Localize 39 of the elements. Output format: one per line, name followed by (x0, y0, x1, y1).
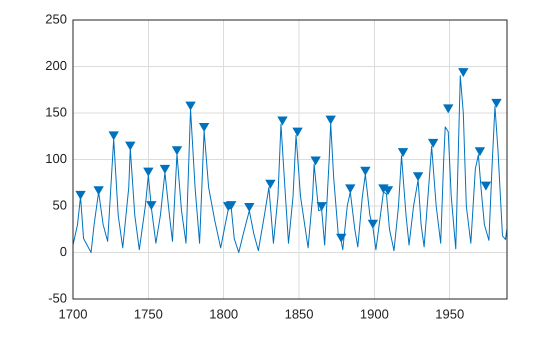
point (481, 182, 491, 190)
x-tick-label: 1750 (134, 306, 163, 322)
point (199, 123, 209, 132)
x-tick-label: 1950 (435, 306, 464, 322)
point (475, 147, 485, 156)
point (278, 116, 288, 126)
y-tick-label: 250 (45, 12, 67, 27)
point (413, 172, 423, 181)
y-tick-label: 50 (52, 198, 67, 213)
x-tick-label: 1850 (284, 306, 314, 322)
y-tick-label: 100 (45, 151, 67, 166)
point (326, 116, 336, 124)
point (360, 166, 370, 176)
x-tick-label: 1700 (58, 306, 88, 322)
y-tick-label: -50 (48, 290, 67, 306)
point (458, 68, 468, 77)
point (316, 202, 326, 211)
point (398, 148, 408, 157)
point (125, 142, 136, 150)
point (428, 138, 438, 148)
point (226, 201, 236, 210)
y-tick-label: 0 (60, 244, 67, 260)
y-tick-label: 200 (45, 58, 67, 74)
point (292, 128, 302, 136)
point (244, 203, 254, 212)
y-tick-label: 150 (45, 104, 67, 120)
x-tick-label: 1900 (360, 306, 389, 322)
x-tick-label: 1800 (209, 306, 238, 322)
point (492, 98, 502, 108)
point (108, 131, 119, 140)
point (266, 180, 276, 188)
point (310, 156, 320, 165)
point (345, 184, 356, 193)
point (443, 104, 454, 113)
point (172, 146, 182, 155)
point (144, 168, 154, 176)
point (160, 164, 170, 174)
point (186, 102, 196, 110)
point (76, 190, 86, 200)
